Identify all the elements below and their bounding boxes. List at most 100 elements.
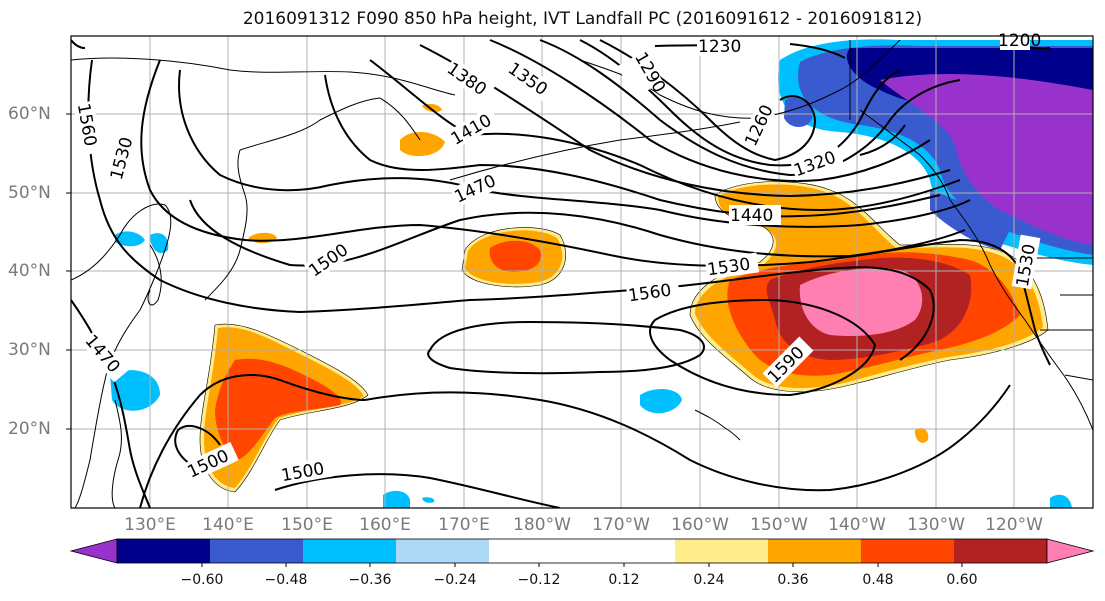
contour-label: 1470 [452, 171, 500, 207]
positive-anomaly-mid-red [489, 240, 541, 273]
colorbar-tick-label: −0.60 [180, 572, 224, 588]
negative-anomaly-se-corner [1050, 494, 1072, 508]
lon-label: 170°E [438, 515, 490, 535]
coast-siberia [71, 57, 456, 96]
contour-1590 [649, 298, 877, 397]
negative-anomaly-micronesia-2 [422, 497, 435, 503]
lon-label: 150°W [750, 515, 808, 535]
contour-label: 1560 [73, 102, 100, 148]
contour-label: 1530 [107, 135, 138, 182]
colorbar-extend-high [1046, 538, 1095, 564]
colorbar [69, 538, 1095, 567]
contour-west-1560 [71, 39, 86, 49]
contour-1560 [87, 59, 935, 361]
contour-east-1320 [859, 124, 906, 156]
colorbar-tick-label: −0.48 [264, 572, 308, 588]
map-frame [70, 35, 1094, 509]
colorbar-cells [116, 538, 1048, 564]
lon-label: 130°E [124, 515, 176, 535]
lon-label: 140°W [828, 515, 886, 535]
negative-anomaly-purple [880, 74, 1093, 245]
negative-anomaly-micronesia [383, 490, 410, 508]
contour-1500-south [274, 473, 561, 508]
positive-anomaly-pink [799, 268, 923, 337]
positive-anomaly-hawaii-east [914, 428, 929, 443]
coast-kamchatka [239, 97, 421, 151]
contour-1260 [599, 39, 817, 162]
lon-label: 120°W [985, 515, 1043, 535]
contour-1530 [140, 59, 1021, 271]
positive-anomaly-west-red [215, 358, 341, 460]
colorbar-cell [861, 539, 955, 563]
coast-korea [147, 244, 162, 306]
colorbar-cell [396, 539, 490, 563]
negative-anomaly-japan [115, 231, 145, 247]
coast-nw-america [949, 199, 1093, 431]
coast-aleutians [449, 121, 741, 181]
anomaly-outline-mid [461, 227, 567, 288]
coast-japan [204, 149, 248, 301]
lon-label: 170°W [592, 515, 650, 535]
ivt-shading [110, 39, 1093, 508]
lat-label: 20°N [8, 419, 51, 439]
lon-label: 160°W [671, 515, 729, 535]
colorbar-cell [675, 539, 769, 563]
lon-label: 160°E [359, 515, 411, 535]
positive-anomaly-kamchatka [400, 131, 445, 157]
colorbar-tick-label: 0.60 [946, 572, 978, 588]
colorbar-ticks [201, 563, 963, 567]
contour-label: 1230 [698, 37, 741, 57]
colorbar-cell [210, 539, 304, 563]
colorbar-cell [117, 539, 211, 563]
lat-label: 30°N [8, 340, 51, 360]
colorbar-cell [489, 539, 583, 563]
border-us-states [1040, 294, 1093, 331]
coast-philippines [111, 399, 122, 508]
colorbar-tick-label: −0.12 [517, 572, 561, 588]
coast-hawaii [694, 409, 741, 441]
contour-1320 [539, 39, 961, 177]
contour-1410 [369, 59, 961, 212]
colorbar-cell [768, 539, 862, 563]
contour-1350 [489, 39, 931, 182]
contour-1500-west [174, 425, 221, 471]
lat-label: 60°N [8, 104, 51, 124]
negative-anomaly-korea [150, 233, 169, 254]
negative-anomaly-light-bc [930, 190, 1010, 250]
lon-label: 180°W [513, 515, 571, 535]
colorbar-tick-label: 0.24 [693, 572, 725, 588]
map-title: 2016091312 F090 850 hPa height, IVT Land… [242, 9, 923, 29]
lat-label: 50°N [8, 183, 51, 203]
contour-1470 [178, 69, 971, 228]
colorbar-tick-label: 0.36 [777, 572, 809, 588]
colorbar-cell [582, 539, 676, 563]
colorbar-tick-label: −0.24 [433, 572, 477, 588]
contour-label: 1500 [280, 459, 326, 486]
contour-label: 1560 [627, 281, 673, 307]
contour-1560-west [427, 320, 705, 375]
coast-east-asia [71, 203, 172, 508]
colorbar-cell [954, 539, 1048, 563]
contour-1530-south [364, 384, 1011, 492]
contour-label: 1410 [448, 111, 495, 150]
colorbar-tick-label: 0.12 [608, 572, 640, 588]
contour-label: 1320 [791, 148, 838, 182]
contour-1230b [789, 43, 846, 59]
colorbar-cell [303, 539, 397, 563]
contour-label: 1200 [998, 31, 1041, 51]
contour-label: 1260 [741, 102, 777, 150]
graticule [71, 36, 1093, 508]
lon-label: 130°W [907, 515, 965, 535]
lon-label: 140°E [202, 515, 254, 535]
contour-label: 1530 [1013, 242, 1040, 288]
contour-label: 1440 [730, 206, 773, 226]
colorbar-tick-label: 0.48 [862, 572, 894, 588]
lon-label: 150°E [281, 515, 333, 535]
colorbar-tick-label: −0.36 [348, 572, 392, 588]
lat-label: 40°N [8, 261, 51, 281]
negative-anomaly-taiwan [110, 370, 160, 411]
contour-1440 [324, 74, 941, 218]
contour-1500-loop [139, 374, 366, 508]
negative-anomaly-blue-gulf [784, 96, 813, 127]
